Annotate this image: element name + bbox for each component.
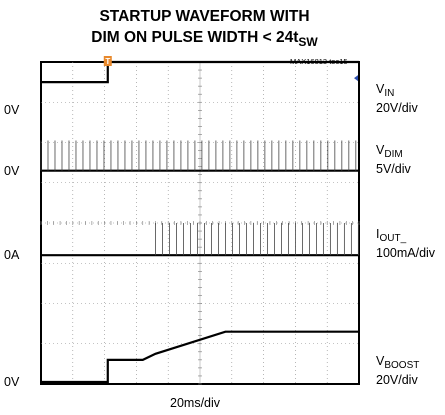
trigger-marker xyxy=(103,56,112,66)
x-scale-label: 20ms/div xyxy=(170,396,221,410)
zero-label: 0V xyxy=(4,375,19,389)
trigger-label: T xyxy=(105,57,110,66)
channel-label: VIN 20V/div xyxy=(376,82,418,115)
channel-scale: 20V/div xyxy=(376,372,418,387)
trace-0 xyxy=(41,60,359,84)
zero-label-text: 0V xyxy=(4,163,20,178)
channel-name-subscript: IN xyxy=(384,88,395,100)
zero-label-text: 0V xyxy=(4,103,20,118)
zero-label-text: 0A xyxy=(4,248,20,263)
zero-label: 0V xyxy=(4,103,19,117)
channel-name-subscript: BOOST xyxy=(384,359,420,371)
channel-name-subscript: DIM xyxy=(384,148,403,160)
channel-scale: 20V/div xyxy=(376,101,418,116)
channel-name-subscript: OUT_ xyxy=(379,233,407,245)
channel-name: I xyxy=(376,227,380,242)
zero-label: 0A xyxy=(4,248,19,262)
zero-label-text: 0V xyxy=(4,374,20,389)
channel-name: V xyxy=(376,353,385,368)
chart-title-line-2: DIM ON PULSE WIDTH < 24tSW xyxy=(0,29,427,49)
channel-label: IOUT_ 100mA/div xyxy=(376,227,435,260)
channel-scale: 5V/div xyxy=(376,161,411,176)
zero-label: 0V xyxy=(4,164,19,178)
trace-3 xyxy=(41,330,359,384)
channel-name: V xyxy=(376,142,385,157)
chart-title-line-1: STARTUP WAVEFORM WITH xyxy=(99,8,310,25)
channel-scale: 100mA/div xyxy=(376,246,436,261)
title-subscript: SW xyxy=(298,35,318,49)
title-prefix: DIM ON PULSE WIDTH < 24t xyxy=(91,29,299,46)
trigger-level-arrow xyxy=(354,75,358,82)
channel-name: V xyxy=(376,82,385,97)
channel-label: VBOOST 20V/div xyxy=(376,354,419,387)
channel-label: VDIM 5V/div xyxy=(376,143,411,176)
